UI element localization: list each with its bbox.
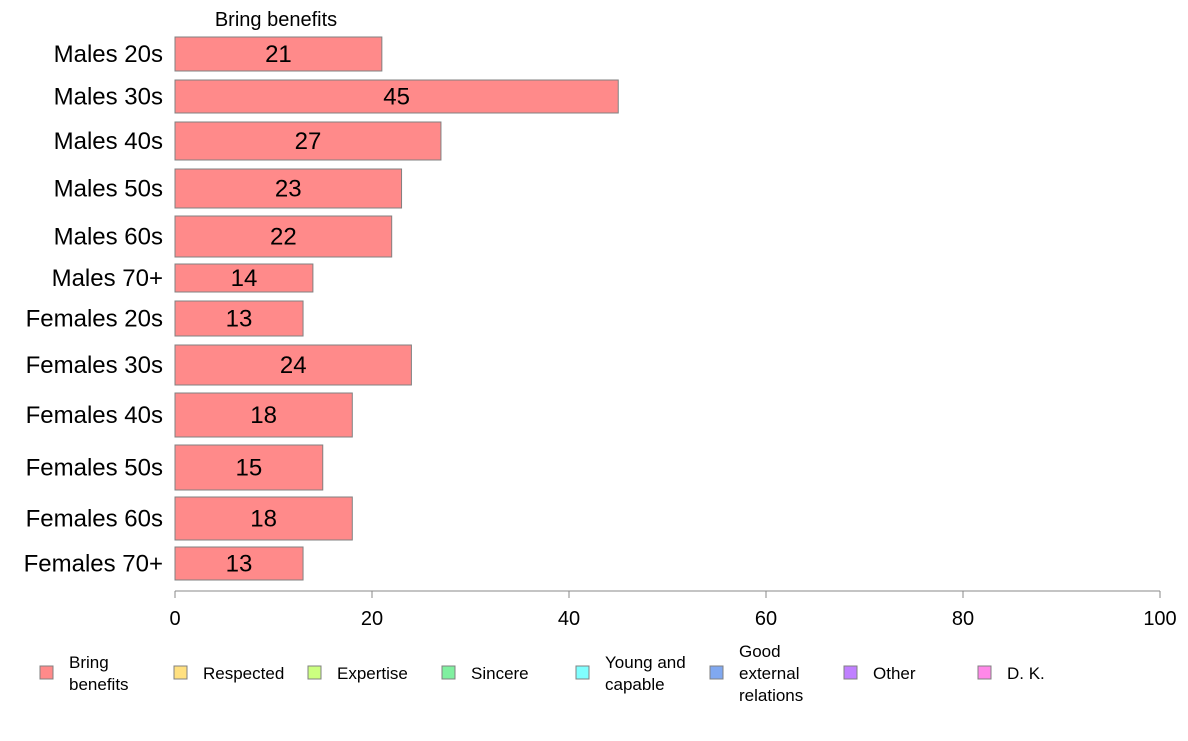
bar-value-label-6: 14 <box>231 265 258 292</box>
bar-4 <box>174 168 403 209</box>
category-label-7: Females 20s <box>26 306 163 333</box>
legend-swatch-7 <box>843 665 858 680</box>
legend-swatch-1 <box>39 665 54 680</box>
bar-11 <box>174 496 353 541</box>
category-label-5: Males 60s <box>54 224 163 251</box>
category-label-3: Males 40s <box>54 128 163 155</box>
bar-8 <box>174 344 412 386</box>
bar-value-label-2: 45 <box>383 84 410 111</box>
category-label-4: Males 50s <box>54 176 163 203</box>
category-label-10: Females 50s <box>26 455 163 482</box>
bar-10 <box>174 444 324 491</box>
legend-item-2: Respected <box>173 664 284 683</box>
legend-swatch-3 <box>307 665 322 680</box>
legend-item-5: Young and capable <box>575 653 686 694</box>
bar-value-label-9: 18 <box>250 402 277 429</box>
category-label-2: Males 30s <box>54 84 163 111</box>
legend-label-1: Bring benefits <box>69 653 129 694</box>
category-label-6: Males 70+ <box>52 265 163 292</box>
category-label-12: Females 70+ <box>24 551 163 578</box>
legend-item-1: Bring benefits <box>39 653 129 694</box>
x-tick-label-60: 60 <box>755 608 777 630</box>
x-tick-label-80: 80 <box>952 608 974 630</box>
legend-label-5: Young and capable <box>605 653 686 694</box>
bar-5 <box>174 215 393 258</box>
bar-3 <box>174 121 442 161</box>
legend-item-4: Sincere <box>441 664 529 683</box>
legend-label-8: D. K. <box>1007 664 1045 683</box>
category-label-8: Females 30s <box>26 352 163 379</box>
chart-title: Bring benefits <box>215 9 337 31</box>
legend-label-4: Sincere <box>471 664 529 683</box>
bar-12 <box>174 546 304 581</box>
x-tick-label-40: 40 <box>558 608 580 630</box>
bar-value-label-7: 13 <box>226 306 253 333</box>
bar-9 <box>174 392 353 438</box>
bar-value-label-8: 24 <box>280 352 307 379</box>
bar-value-label-10: 15 <box>236 455 263 482</box>
x-tick-label-100: 100 <box>1143 608 1176 630</box>
legend-swatch-8 <box>977 665 992 680</box>
category-label-11: Females 60s <box>26 506 163 533</box>
legend-swatch-2 <box>173 665 188 680</box>
bar-2 <box>174 79 619 114</box>
legend: Bring benefits Respected Expertise Sincere Yo… <box>39 642 1045 705</box>
legend-item-6: Good external relations <box>709 642 803 705</box>
legend-item-7: Other <box>843 664 916 683</box>
bar-value-label-3: 27 <box>295 128 322 155</box>
legend-swatch-5 <box>575 665 590 680</box>
legend-item-3: Expertise <box>307 664 408 683</box>
x-axis: 0 20 40 60 80 100 <box>169 590 1177 630</box>
bar-value-label-5: 22 <box>270 224 297 251</box>
bar-value-label-12: 13 <box>226 551 253 578</box>
x-tick-label-0: 0 <box>169 608 180 630</box>
category-label-9: Females 40s <box>26 402 163 429</box>
legend-item-8: D. K. <box>977 664 1045 683</box>
legend-label-2: Respected <box>203 664 284 683</box>
bars-layer: Males 20s 21 Males 30s 45 Males 40s 27 Males 5… <box>24 36 619 581</box>
legend-label-3: Expertise <box>337 664 408 683</box>
bar-value-label-1: 21 <box>265 41 292 68</box>
bar-6 <box>174 263 314 293</box>
legend-label-7: Other <box>873 664 916 683</box>
bar-1 <box>174 36 383 72</box>
x-tick-label-20: 20 <box>361 608 383 630</box>
legend-swatch-4 <box>441 665 456 680</box>
category-label-1: Males 20s <box>54 41 163 68</box>
bar-value-label-11: 18 <box>250 506 277 533</box>
legend-swatch-6 <box>709 665 724 680</box>
bar-value-label-4: 23 <box>275 176 302 203</box>
bar-7 <box>174 300 304 337</box>
legend-label-6: Good external relations <box>739 642 803 705</box>
